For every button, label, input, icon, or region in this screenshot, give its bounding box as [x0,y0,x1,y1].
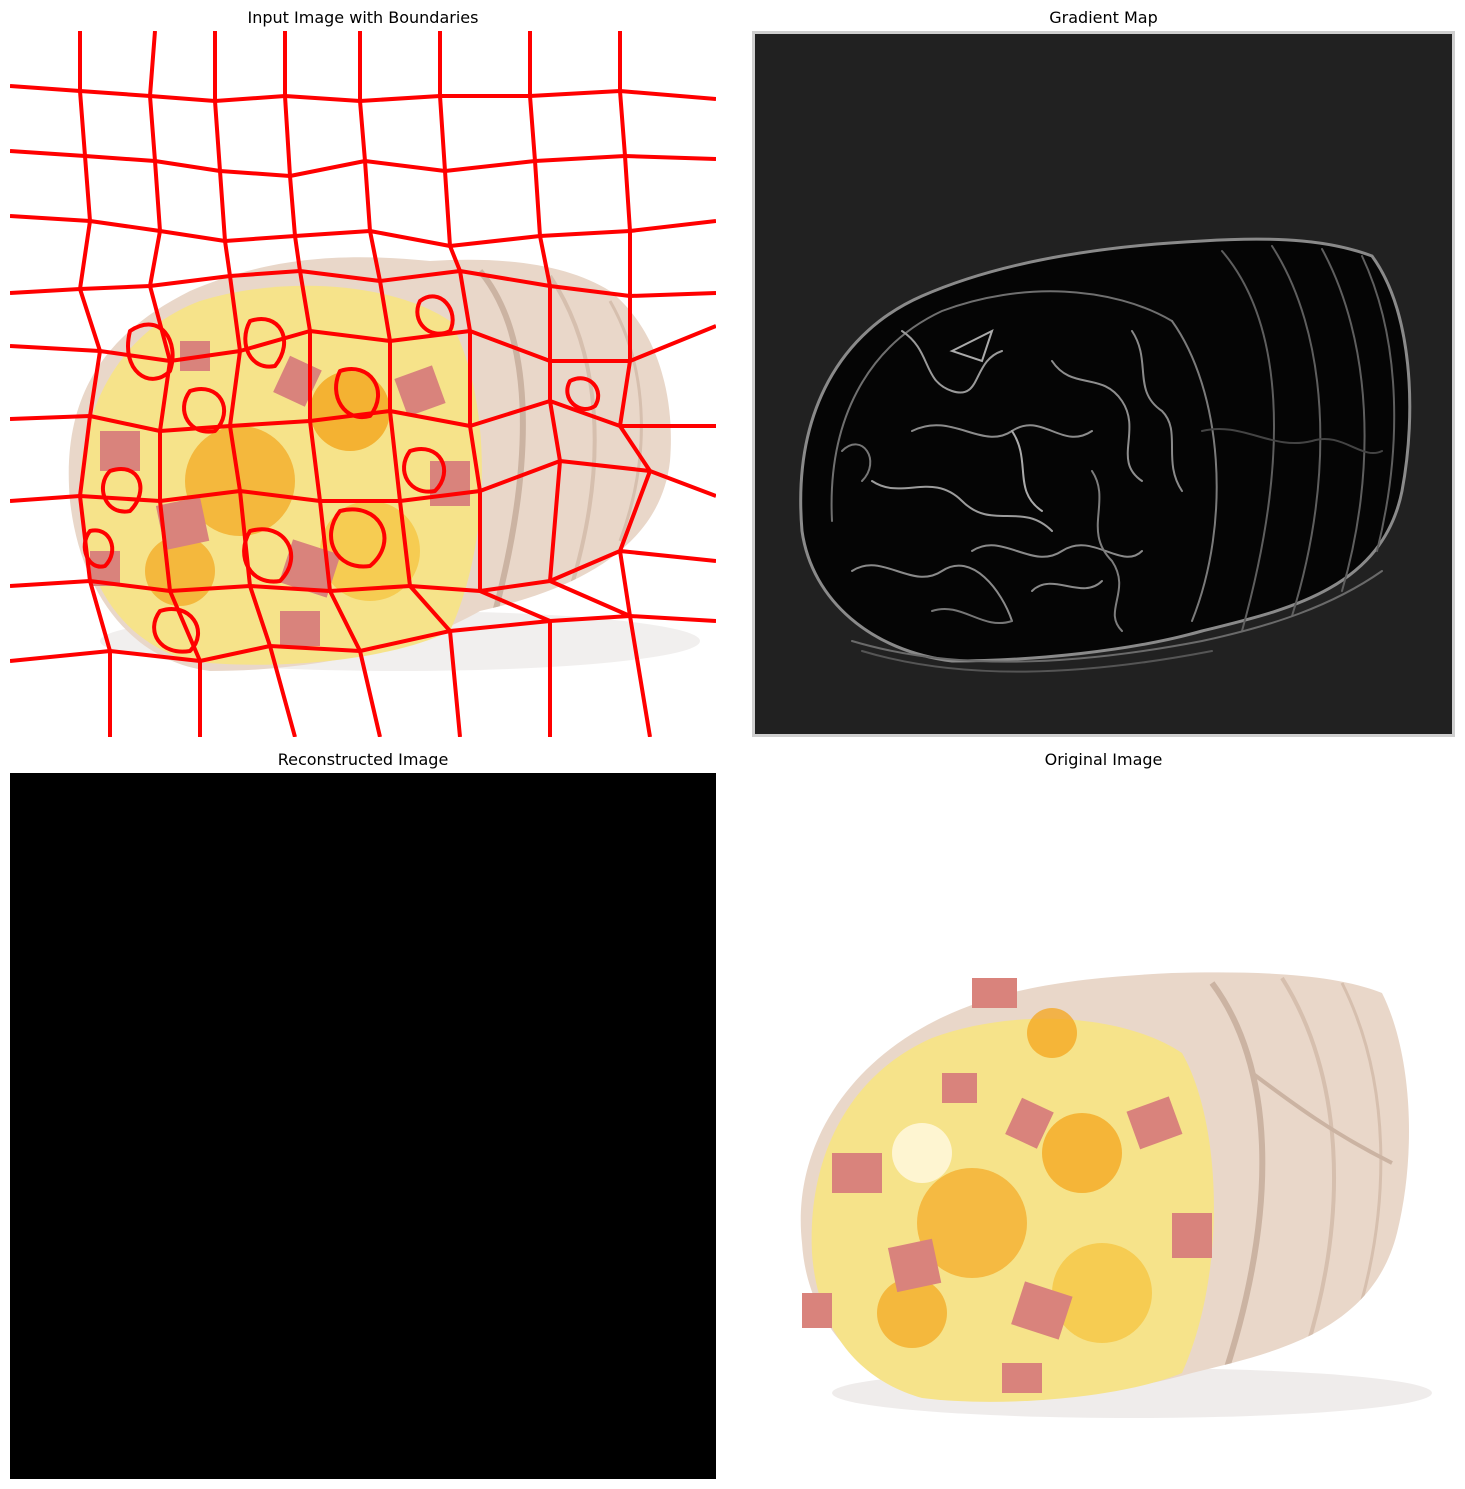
burrito-photo-original [800,972,1432,1418]
panel-title-reconstructed: Reconstructed Image [277,750,449,769]
original-image [752,773,1455,1479]
superpixel-boundaries [10,31,716,737]
input-boundaries-image [10,31,716,737]
panel-title-gradient-map: Gradient Map [1049,8,1158,27]
burrito-photo [68,257,700,671]
panel-title-original: Original Image [1044,750,1163,769]
gradient-map-image [752,31,1455,737]
burrito-filling-original [802,978,1212,1393]
panel-title-input-boundaries: Input Image with Boundaries [247,8,479,27]
reconstructed-image [10,773,716,1479]
gradient-edges [799,237,1412,673]
burrito-filling [90,341,470,646]
